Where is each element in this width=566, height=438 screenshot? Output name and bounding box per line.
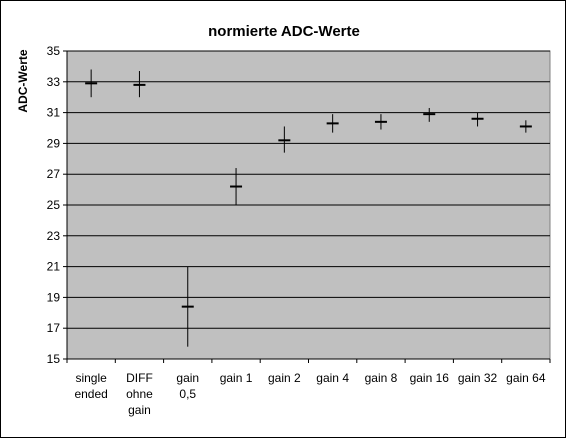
y-tick-label: 31 <box>47 106 61 120</box>
y-tick-label: 17 <box>47 321 61 335</box>
x-tick-label-line: gain 4 <box>316 371 349 385</box>
x-tick-label-line: gain <box>128 403 151 417</box>
data-points <box>85 69 532 347</box>
y-axis-label: ADC-Werte <box>16 49 30 112</box>
x-tick-label: gain 16 <box>410 371 450 385</box>
x-tick-label-line: gain 64 <box>506 371 546 385</box>
x-tick-label: gain 2 <box>268 371 301 385</box>
gridlines <box>67 50 550 329</box>
x-tick-label: DIFF ohne gain <box>126 371 153 417</box>
x-tick-label-line: gain 2 <box>268 371 301 385</box>
x-tick-label-line: ended <box>74 387 107 401</box>
x-tick-label-line: gain 16 <box>410 371 450 385</box>
x-tick-label-line: DIFF <box>126 371 153 385</box>
x-tick-label-line: gain <box>176 371 199 385</box>
x-tick-label: gain 8 <box>365 371 398 385</box>
y-tick-label: 23 <box>47 229 61 243</box>
x-tick-label: gain 32 <box>458 371 498 385</box>
y-tick-label: 19 <box>47 290 61 304</box>
x-tick-label-line: gain 1 <box>220 371 253 385</box>
x-tick-label-line: single <box>75 371 107 385</box>
y-tick-label: 27 <box>47 167 61 181</box>
y-tick-label: 33 <box>47 75 61 89</box>
x-tick-label-line: gain 32 <box>458 371 498 385</box>
y-tick-label: 29 <box>47 136 61 150</box>
y-tick-label: 21 <box>47 260 61 274</box>
tick-labels: 15 17 19 21 23 25 27 29 31 33 35 single ended DIFF ohn… <box>47 44 546 417</box>
y-tick-label: 15 <box>47 352 61 366</box>
axes <box>63 50 551 363</box>
chart-title: normierte ADC-Werte <box>208 23 360 40</box>
x-tick-label-line: 0,5 <box>179 387 196 401</box>
x-tick-label: gain 1 <box>220 371 253 385</box>
x-tick-label: gain 4 <box>316 371 349 385</box>
x-tick-label: single ended <box>74 371 107 401</box>
y-tick-label: 35 <box>47 44 61 58</box>
x-tick-label: gain 64 <box>506 371 546 385</box>
x-tick-label-line: ohne <box>126 387 153 401</box>
x-tick-label: gain 0,5 <box>176 371 199 401</box>
x-tick-label-line: gain 8 <box>365 371 398 385</box>
y-tick-label: 25 <box>47 198 61 212</box>
